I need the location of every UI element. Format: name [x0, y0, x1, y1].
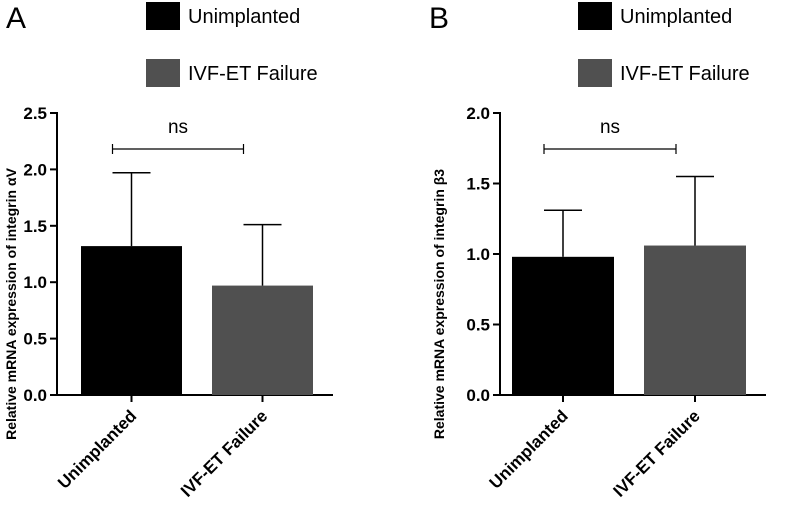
panel-b-y-label: Relative mRNA expression of integrin β3 [431, 169, 447, 439]
panel-a-y-tick-label-5: 2.5 [23, 104, 47, 123]
panel-a-sig-label: ns [168, 117, 188, 138]
panel-b-bar-2 [644, 245, 746, 395]
panel-b-y-tick-label-2: 1.0 [466, 245, 490, 264]
panel-a-legend-label-2: IVF-ET Failure [188, 63, 318, 85]
panel-b-legend-swatch-2 [578, 59, 612, 87]
panel-a-legend-swatch-2 [146, 59, 180, 87]
panel-b-y-tick-label-4: 2.0 [466, 104, 490, 123]
panel-b-x-tick-label-1: Unimplanted [486, 406, 572, 492]
panel-a-y-tick-label-3: 1.5 [23, 217, 47, 236]
panel-a-letter: A [6, 2, 26, 35]
panel-b-legend-label-1: Unimplanted [620, 6, 732, 28]
panel-a-y-tick-label-4: 2.0 [23, 160, 47, 179]
panel-b-y-tick-label-1: 0.5 [466, 316, 490, 335]
panel-a-x-tick-label-1: Unimplanted [54, 406, 140, 492]
panel-b-sig-label: ns [600, 117, 620, 138]
panel-a-y-tick-label-2: 1.0 [23, 273, 47, 292]
panel-b-legend-swatch-1 [578, 2, 612, 30]
panel-b-y-tick-label-0: 0.0 [466, 386, 490, 405]
panel-a-bar-1 [81, 246, 182, 395]
panel-b-letter: B [429, 2, 449, 35]
panel-b-x-tick-label-2: IVF-ET Failure [610, 406, 704, 500]
panel-a-y-tick-label-0: 0.0 [23, 386, 47, 405]
panel-b-legend-label-2: IVF-ET Failure [620, 63, 750, 85]
panel-a-x-tick-label-2: IVF-ET Failure [177, 406, 271, 500]
panel-a-legend-label-1: Unimplanted [188, 6, 300, 28]
panel-a-legend-swatch-1 [146, 2, 180, 30]
panel-b-bar-1 [512, 256, 614, 395]
panel-a-bar-2 [212, 285, 313, 395]
panel-a-y-label: Relative mRNA expression of integrin αV [3, 167, 19, 439]
panel-b-y-tick-label-3: 1.5 [466, 175, 490, 194]
panel-a-y-tick-label-1: 0.5 [23, 330, 47, 349]
